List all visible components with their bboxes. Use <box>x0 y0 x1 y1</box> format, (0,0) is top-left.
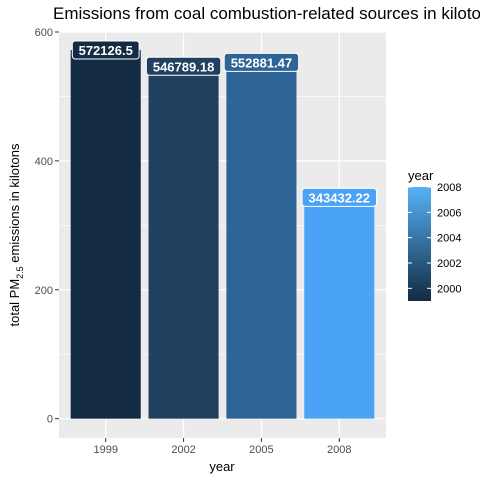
data-label-box <box>71 40 140 60</box>
data-label: 552881.47 <box>223 52 300 72</box>
y-tick-label: 200 <box>35 285 53 297</box>
legend-tick-label: 2006 <box>437 207 461 219</box>
bar-2008 <box>304 197 375 419</box>
x-tick-label: 2005 <box>249 444 273 456</box>
data-label-text: 343432.22 <box>309 190 370 205</box>
y-axis-label: total PM2.5 emissions in kilotons <box>7 143 25 327</box>
x-tick-label: 2008 <box>327 444 351 456</box>
data-label-text: 552881.47 <box>231 55 292 70</box>
data-label: 572126.5 <box>71 40 140 60</box>
data-label: 343432.22 <box>301 187 377 207</box>
chart-title: Emissions from coal combustion-related s… <box>53 4 480 23</box>
y-tick-label: 600 <box>35 27 53 39</box>
bar-1999 <box>70 49 141 419</box>
bar-2005 <box>226 62 297 419</box>
legend-tick-label: 2000 <box>437 283 461 295</box>
data-label-box <box>301 187 377 207</box>
bar-2002 <box>148 66 219 419</box>
y-tick-label: 0 <box>47 414 53 426</box>
data-label-box <box>145 56 222 76</box>
data-label-text: 572126.5 <box>79 43 133 58</box>
data-label-box <box>223 52 300 72</box>
data-label-text: 546789.18 <box>153 59 214 74</box>
legend-tick-label: 2004 <box>437 233 461 245</box>
x-axis-label: year <box>209 459 235 474</box>
x-tick-label: 2002 <box>171 444 195 456</box>
y-tick-label: 400 <box>35 156 53 168</box>
data-label: 546789.18 <box>145 56 222 76</box>
legend-tick-label: 2002 <box>437 258 461 270</box>
legend-colorbar <box>408 187 431 301</box>
x-tick-label: 1999 <box>93 444 117 456</box>
legend-title: year <box>408 168 434 183</box>
color-legend: year 2008 2006 2004 2002 2000 <box>408 168 461 301</box>
legend-tick-label: 2008 <box>437 182 461 194</box>
